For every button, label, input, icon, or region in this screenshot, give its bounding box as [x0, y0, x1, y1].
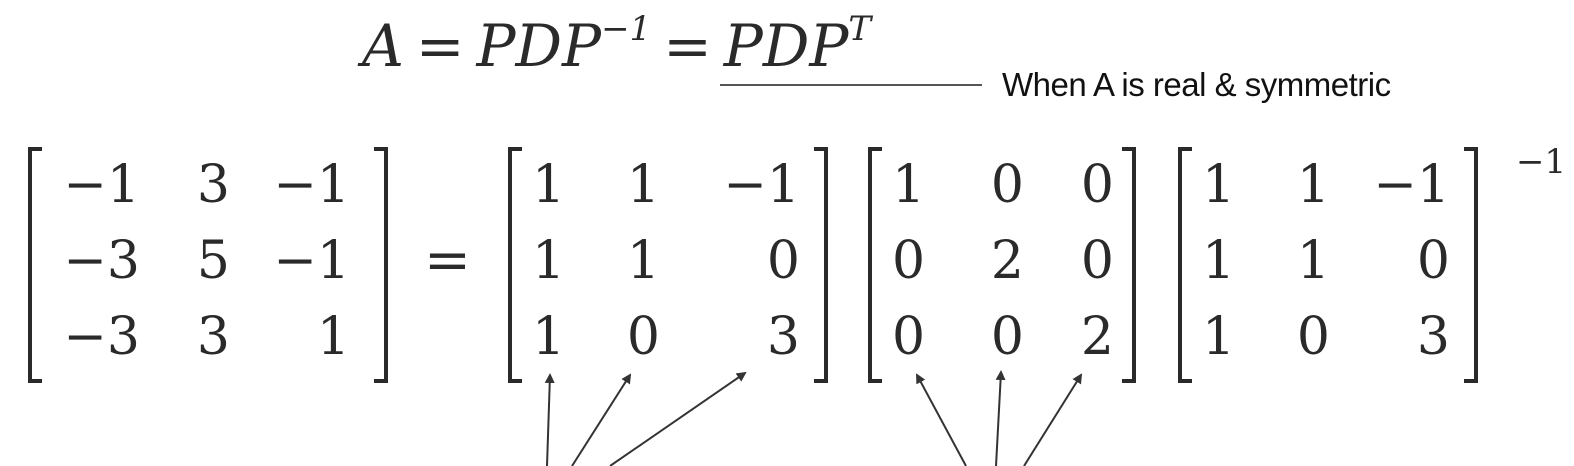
- formula-transpose-exponent: T: [848, 9, 872, 49]
- formula-inverse-exponent: −1: [601, 9, 652, 49]
- matrix-p-inverse-cell: −1: [1373, 155, 1450, 215]
- formula-equals-1: =: [415, 12, 465, 80]
- matrix-p-cell: 1: [626, 155, 660, 215]
- matrix-d-right-bracket: [1122, 147, 1136, 383]
- arrow-to-d-entry-1: [916, 373, 967, 466]
- matrix-p-inverse-base: 1 1 −1 1 1 0 1 0 3: [1178, 147, 1478, 385]
- matrix-equals-sign: =: [424, 228, 471, 293]
- matrix-d-cell: 0: [1080, 231, 1114, 291]
- matrix-d-cell: 0: [892, 231, 926, 291]
- arrow-to-d-entry-2: [995, 370, 1006, 466]
- matrix-p-inverse-right-bracket: [1464, 147, 1478, 383]
- matrix-p-cell: −1: [723, 155, 800, 215]
- matrix-a-cell: 3: [196, 155, 230, 215]
- formula-lhs: A: [362, 12, 404, 80]
- matrix-p-inverse-cell: 1: [1296, 155, 1330, 215]
- matrix-d-cell: 0: [990, 155, 1024, 215]
- formula-equals-2: =: [663, 12, 712, 80]
- arrow-to-p-column-3: [609, 371, 747, 466]
- matrix-p-eigenvectors: 1 1 −1 1 1 0 1 0 3: [508, 147, 828, 385]
- matrix-p-inverse-cell: 0: [1296, 307, 1330, 367]
- eigendecomposition-formula: A = PDP−1 = PDPT: [362, 6, 871, 86]
- matrix-a-left-bracket: [28, 147, 42, 383]
- symmetric-condition-label: When A is real & symmetric: [1002, 66, 1391, 103]
- matrix-p-inverse-left-bracket: [1178, 147, 1192, 383]
- formula-pdp-inverse: PDP: [476, 12, 602, 80]
- matrix-a-cell: −1: [63, 155, 140, 215]
- matrix-p-inverse-cell: 0: [1416, 231, 1450, 291]
- matrix-inverse-exponent: −1: [1516, 142, 1567, 182]
- arrow-to-p-column-2: [571, 373, 632, 466]
- arrow-to-p-column-1: [544, 373, 555, 466]
- matrix-a-right-bracket: [374, 147, 388, 383]
- matrix-p-cell: 1: [532, 231, 566, 291]
- matrix-d-cell: 1: [892, 155, 926, 215]
- matrix-p-cell: 0: [626, 307, 660, 367]
- matrix-p-inverse-cell: 1: [1202, 155, 1236, 215]
- matrix-a-cell: −1: [273, 231, 350, 291]
- matrix-p-inverse-cell: 3: [1416, 307, 1450, 367]
- matrix-p-inverse-cell: 1: [1202, 231, 1236, 291]
- matrix-a-cell: 3: [196, 307, 230, 367]
- matrix-a-cell: −1: [273, 155, 350, 215]
- matrix-p-cell: 0: [766, 231, 800, 291]
- matrix-a-cell: 1: [316, 307, 350, 367]
- matrix-d-cell: 2: [1080, 307, 1114, 367]
- matrix-p-cell: 1: [532, 307, 566, 367]
- matrix-p-inverse-cell: 1: [1296, 231, 1330, 291]
- matrix-d-cell: 0: [892, 307, 926, 367]
- matrix-p-left-bracket: [508, 147, 522, 383]
- matrix-p-cell: 1: [532, 155, 566, 215]
- matrix-p-cell: 3: [766, 307, 800, 367]
- matrix-d-cell: 0: [990, 307, 1024, 367]
- matrix-d-eigenvalues: 1 0 0 0 2 0 0 0 2: [868, 147, 1136, 385]
- arrow-to-d-entry-3: [1023, 373, 1083, 466]
- matrix-p-cell: 1: [626, 231, 660, 291]
- matrix-a: −1 3 −1 −3 5 −1 −3 3 1: [28, 147, 388, 385]
- formula-pdp-transpose: PDP: [723, 12, 849, 80]
- matrix-d-left-bracket: [868, 147, 882, 383]
- matrix-a-cell: −3: [63, 307, 140, 367]
- matrix-p-inverse-cell: 1: [1202, 307, 1236, 367]
- matrix-d-cell: 2: [990, 231, 1024, 291]
- matrix-d-cell: 0: [1080, 155, 1114, 215]
- matrix-a-cell: −3: [63, 231, 140, 291]
- symmetric-case-underline: [720, 84, 982, 86]
- matrix-p-right-bracket: [814, 147, 828, 383]
- matrix-a-cell: 5: [196, 231, 230, 291]
